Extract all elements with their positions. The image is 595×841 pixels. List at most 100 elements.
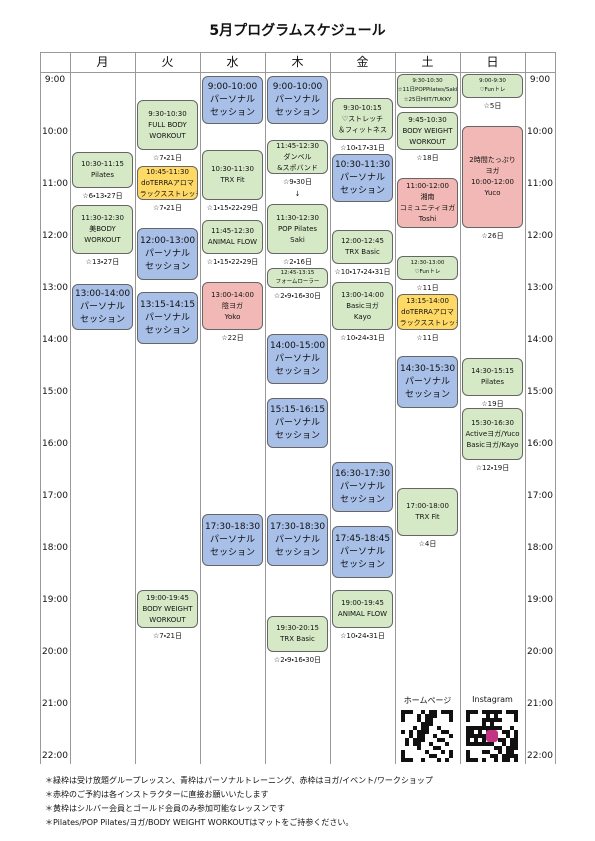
footnote: ＊赤枠のご予約は各インストラクターに直接お願いいたします bbox=[45, 790, 269, 799]
event-text: 10:30-11:30 bbox=[334, 159, 391, 170]
event-text: 15:30-16:30 bbox=[471, 418, 514, 427]
event-box: 11:45-12:30 ANIMAL FLOW bbox=[202, 220, 263, 254]
event-note: ☆2・9・16・30日 bbox=[273, 656, 322, 664]
event-text: 9:30-10:15 bbox=[343, 103, 382, 112]
column-line bbox=[70, 52, 71, 764]
event-box: 13:00-14:00 陰ヨガ Yoko bbox=[202, 282, 263, 330]
time-label: 10:00 bbox=[527, 127, 553, 137]
event-text: ♡Funトレ bbox=[414, 269, 441, 275]
event-text: ＆フィットネス bbox=[338, 125, 387, 134]
event-text: 9:45-10:30 bbox=[408, 115, 447, 124]
event-text: Kayo bbox=[353, 312, 372, 321]
event-text: パーソナル bbox=[209, 534, 255, 545]
event-text: Basicヨガ/Kayo bbox=[466, 440, 519, 449]
event-text: パーソナル bbox=[79, 301, 125, 312]
event-box: 19:00-19:45 ANIMAL FLOW bbox=[332, 590, 393, 628]
event-text: TRX Fit bbox=[220, 176, 245, 184]
qr-code bbox=[401, 710, 453, 762]
event-note: ☆6・13・27日 bbox=[82, 192, 123, 200]
event-note: ☆10・17・31日 bbox=[340, 144, 385, 152]
event-text: リラックスストレッチ bbox=[138, 189, 197, 198]
event-text: 12:00-13:00 bbox=[139, 235, 196, 246]
column-line bbox=[330, 52, 331, 764]
event-note: ☆7・21日 bbox=[152, 204, 183, 212]
event-text: WORKOUT bbox=[409, 137, 446, 146]
time-label: 19:00 bbox=[42, 595, 68, 605]
event-box: 10:30-11:15 Pilates bbox=[72, 152, 133, 188]
event-note: ☆5日 bbox=[483, 102, 502, 110]
event-note: ☆10・24・31日 bbox=[340, 334, 385, 342]
event-text: セッション bbox=[404, 389, 450, 400]
event-box: 19:00-19:45 BODY WEIGHT WORKOUT bbox=[137, 590, 198, 628]
event-text: 10:45-11:30 bbox=[146, 167, 189, 176]
day-label: 日 bbox=[486, 55, 499, 69]
event-box: 16:30-17:30 パーソナル セッション bbox=[332, 462, 393, 512]
event-text: 13:00-14:00 bbox=[341, 290, 384, 299]
event-text: ANIMAL FLOW bbox=[207, 238, 258, 246]
event-text: ヨガ bbox=[485, 167, 500, 175]
event-note: ☆1・15・22・29日 bbox=[206, 258, 259, 266]
event-box: 12:00-13:00 パーソナル セッション bbox=[137, 228, 198, 280]
event-box: 10:30-11:30 パーソナル セッション bbox=[332, 154, 393, 202]
time-label: 21:00 bbox=[42, 699, 68, 709]
event-text: ♡Funトレ bbox=[479, 87, 506, 93]
event-note: ☆11日 bbox=[416, 334, 439, 342]
event-box: 9:45-10:30 BODY WEIGHT WORKOUT bbox=[397, 112, 458, 150]
event-box: 11:30-12:30 美BODY WORKOUT bbox=[72, 205, 133, 254]
time-label: 18:00 bbox=[42, 543, 68, 553]
event-text: 17:30-18:30 bbox=[204, 521, 261, 532]
event-text: セッション bbox=[274, 430, 320, 441]
event-box: 14:30-15:15 Pilates bbox=[462, 358, 523, 396]
event-note: ☆7・21日 bbox=[152, 632, 183, 640]
event-text: パーソナル bbox=[209, 94, 255, 105]
event-text: doTERRAアロマ bbox=[141, 178, 194, 187]
time-label: 13:00 bbox=[42, 283, 68, 293]
event-note: ☆26日 bbox=[481, 232, 504, 240]
event-text: Toshi bbox=[418, 215, 437, 223]
column-line bbox=[265, 52, 266, 764]
event-note: ☆22日 bbox=[221, 334, 244, 342]
event-text: パーソナル bbox=[339, 172, 385, 183]
event-text: 11:45-12:30 bbox=[276, 141, 319, 150]
time-label: 12:00 bbox=[527, 231, 553, 241]
event-text: Yoko bbox=[224, 312, 241, 321]
column-line bbox=[200, 52, 201, 764]
event-text: BODY WEIGHT bbox=[142, 604, 193, 613]
event-text: 17:30-18:30 bbox=[269, 521, 326, 532]
event-box: 11:45-12:30 ダンベル &スポバンド bbox=[267, 140, 328, 174]
event-text: 11:45-12:30 bbox=[211, 227, 254, 235]
event-text: WORKOUT bbox=[149, 615, 186, 624]
time-label: 11:00 bbox=[42, 179, 68, 189]
arrow: ↓ bbox=[294, 190, 301, 198]
event-text: セッション bbox=[79, 314, 125, 325]
event-box: 17:00-18:00 TRX Fit bbox=[397, 488, 458, 536]
event-box: 12:00-12:45 TRX Basic bbox=[332, 230, 393, 264]
day-label: 水 bbox=[226, 55, 239, 69]
event-text: 16:30-17:30 bbox=[334, 468, 391, 479]
event-box: 9:30-10:15 ♡ストレッチ ＆フィットネス bbox=[332, 98, 393, 140]
event-note: ☆19日 bbox=[481, 400, 504, 408]
event-text: ANIMAL FLOW bbox=[337, 610, 388, 618]
time-label: 12:00 bbox=[42, 231, 68, 241]
time-label: 16:00 bbox=[42, 439, 68, 449]
event-text: セッション bbox=[274, 366, 320, 377]
event-text: &スポバンド bbox=[277, 163, 318, 172]
event-text: 11:00-12:00 bbox=[406, 182, 449, 190]
column-line bbox=[40, 52, 41, 764]
time-label: 15:00 bbox=[42, 387, 68, 397]
event-box: 14:00-15:00 パーソナル セッション bbox=[267, 334, 328, 384]
event-note: ☆18日 bbox=[416, 154, 439, 162]
event-box: 13:15-14:00 doTERRAアロマリラックスストレッチ bbox=[397, 294, 458, 330]
event-box: 9:30-10:30 ☆11日POPPilates/Saki ☆25日HIIT/TU… bbox=[397, 74, 458, 108]
event-text: 9:00-10:00 bbox=[272, 81, 323, 92]
event-text: ダンベル bbox=[283, 152, 312, 161]
event-text: 15:15-16:15 bbox=[269, 404, 326, 415]
event-note: ☆7・21日 bbox=[152, 154, 183, 162]
event-text: TRX Fit bbox=[415, 513, 440, 521]
event-text: 14:00-15:00 bbox=[269, 340, 326, 351]
qr-label: Instagram bbox=[472, 695, 513, 704]
event-text: セッション bbox=[339, 494, 385, 505]
event-note: ☆2・16日 bbox=[282, 258, 313, 266]
event-text: 13:00-14:00 bbox=[211, 290, 254, 299]
event-box: 19:30-20:15 TRX Basic bbox=[267, 616, 328, 652]
